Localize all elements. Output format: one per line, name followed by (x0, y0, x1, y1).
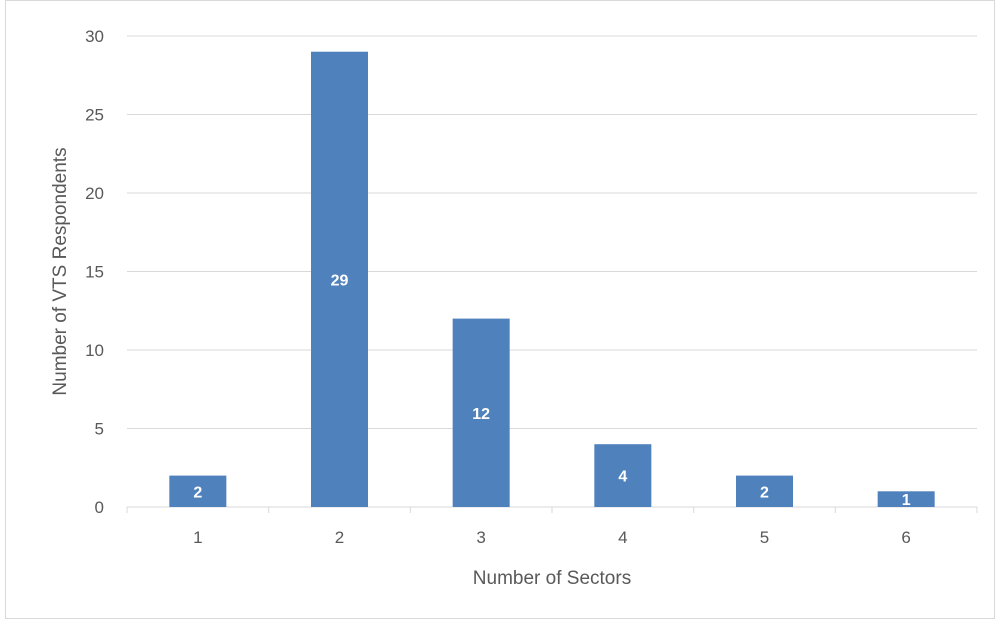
data-label: 1 (902, 492, 911, 509)
y-tick-label: 0 (95, 498, 104, 517)
bar (311, 51, 368, 507)
data-label: 12 (472, 406, 490, 423)
x-axis-title: Number of Sectors (473, 568, 631, 589)
y-tick-label: 30 (85, 27, 104, 46)
x-tick-label: 6 (901, 528, 910, 547)
bar (736, 475, 793, 507)
x-axis-ticks: 1 2 3 4 5 6 (193, 528, 911, 547)
data-labels: 2 29 12 4 2 1 (193, 272, 910, 509)
bars (169, 51, 935, 507)
data-label: 2 (193, 484, 202, 501)
bar (594, 444, 652, 507)
x-axis-tick-marks (126, 507, 978, 513)
y-axis-title: Number of VTS Respondents (50, 147, 71, 395)
x-tick-label: 2 (335, 528, 344, 547)
gridlines (127, 35, 977, 429)
data-label: 4 (618, 469, 627, 486)
x-tick-label: 4 (618, 528, 627, 547)
y-tick-label: 5 (95, 420, 104, 439)
x-tick-label: 3 (476, 528, 485, 547)
data-label: 2 (760, 484, 769, 501)
x-tick-label: 5 (760, 528, 769, 547)
x-tick-label: 1 (193, 528, 202, 547)
data-label: 29 (331, 272, 349, 289)
y-tick-label: 15 (85, 263, 104, 282)
y-axis-ticks: 0 5 10 15 20 25 30 (85, 27, 104, 517)
y-tick-label: 10 (85, 341, 104, 360)
y-tick-label: 25 (85, 106, 104, 125)
y-tick-label: 20 (85, 184, 104, 203)
bar (169, 475, 227, 507)
bar (877, 491, 935, 507)
chart-frame (5, 0, 995, 619)
bar (452, 318, 510, 507)
